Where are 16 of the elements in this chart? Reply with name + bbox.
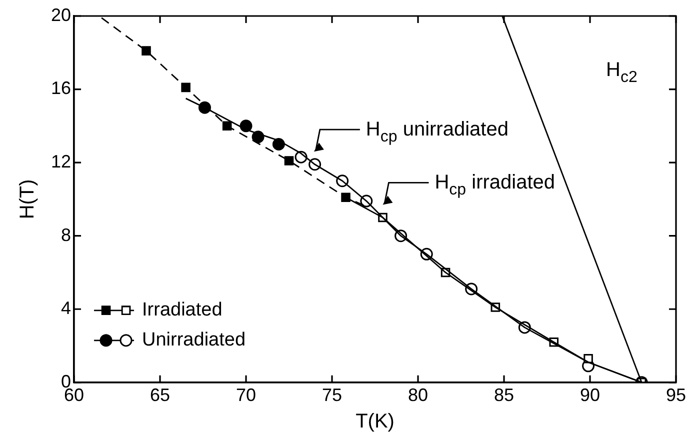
x-tick-label: 70: [236, 385, 256, 406]
x-tick-label: 95: [666, 385, 686, 406]
x-axis-title: T(K): [356, 410, 394, 433]
legend-label: Irradiated: [142, 300, 222, 321]
y-tick-label: 20: [50, 4, 72, 25]
y-tick-label: 12: [50, 152, 72, 172]
y-tick-label: 8: [61, 224, 72, 245]
x-tick-label: 85: [494, 385, 514, 406]
x-tick-label: 90: [580, 385, 600, 406]
y-tick-label: 16: [50, 78, 72, 98]
x-tick-label: 80: [408, 385, 428, 406]
y-tick-label: 4: [61, 298, 72, 318]
x-tick-label: 65: [150, 385, 170, 406]
legend-label: Unirradiated: [142, 330, 246, 351]
y-axis-title: H(T): [16, 179, 39, 220]
x-tick-label: 75: [322, 385, 342, 406]
